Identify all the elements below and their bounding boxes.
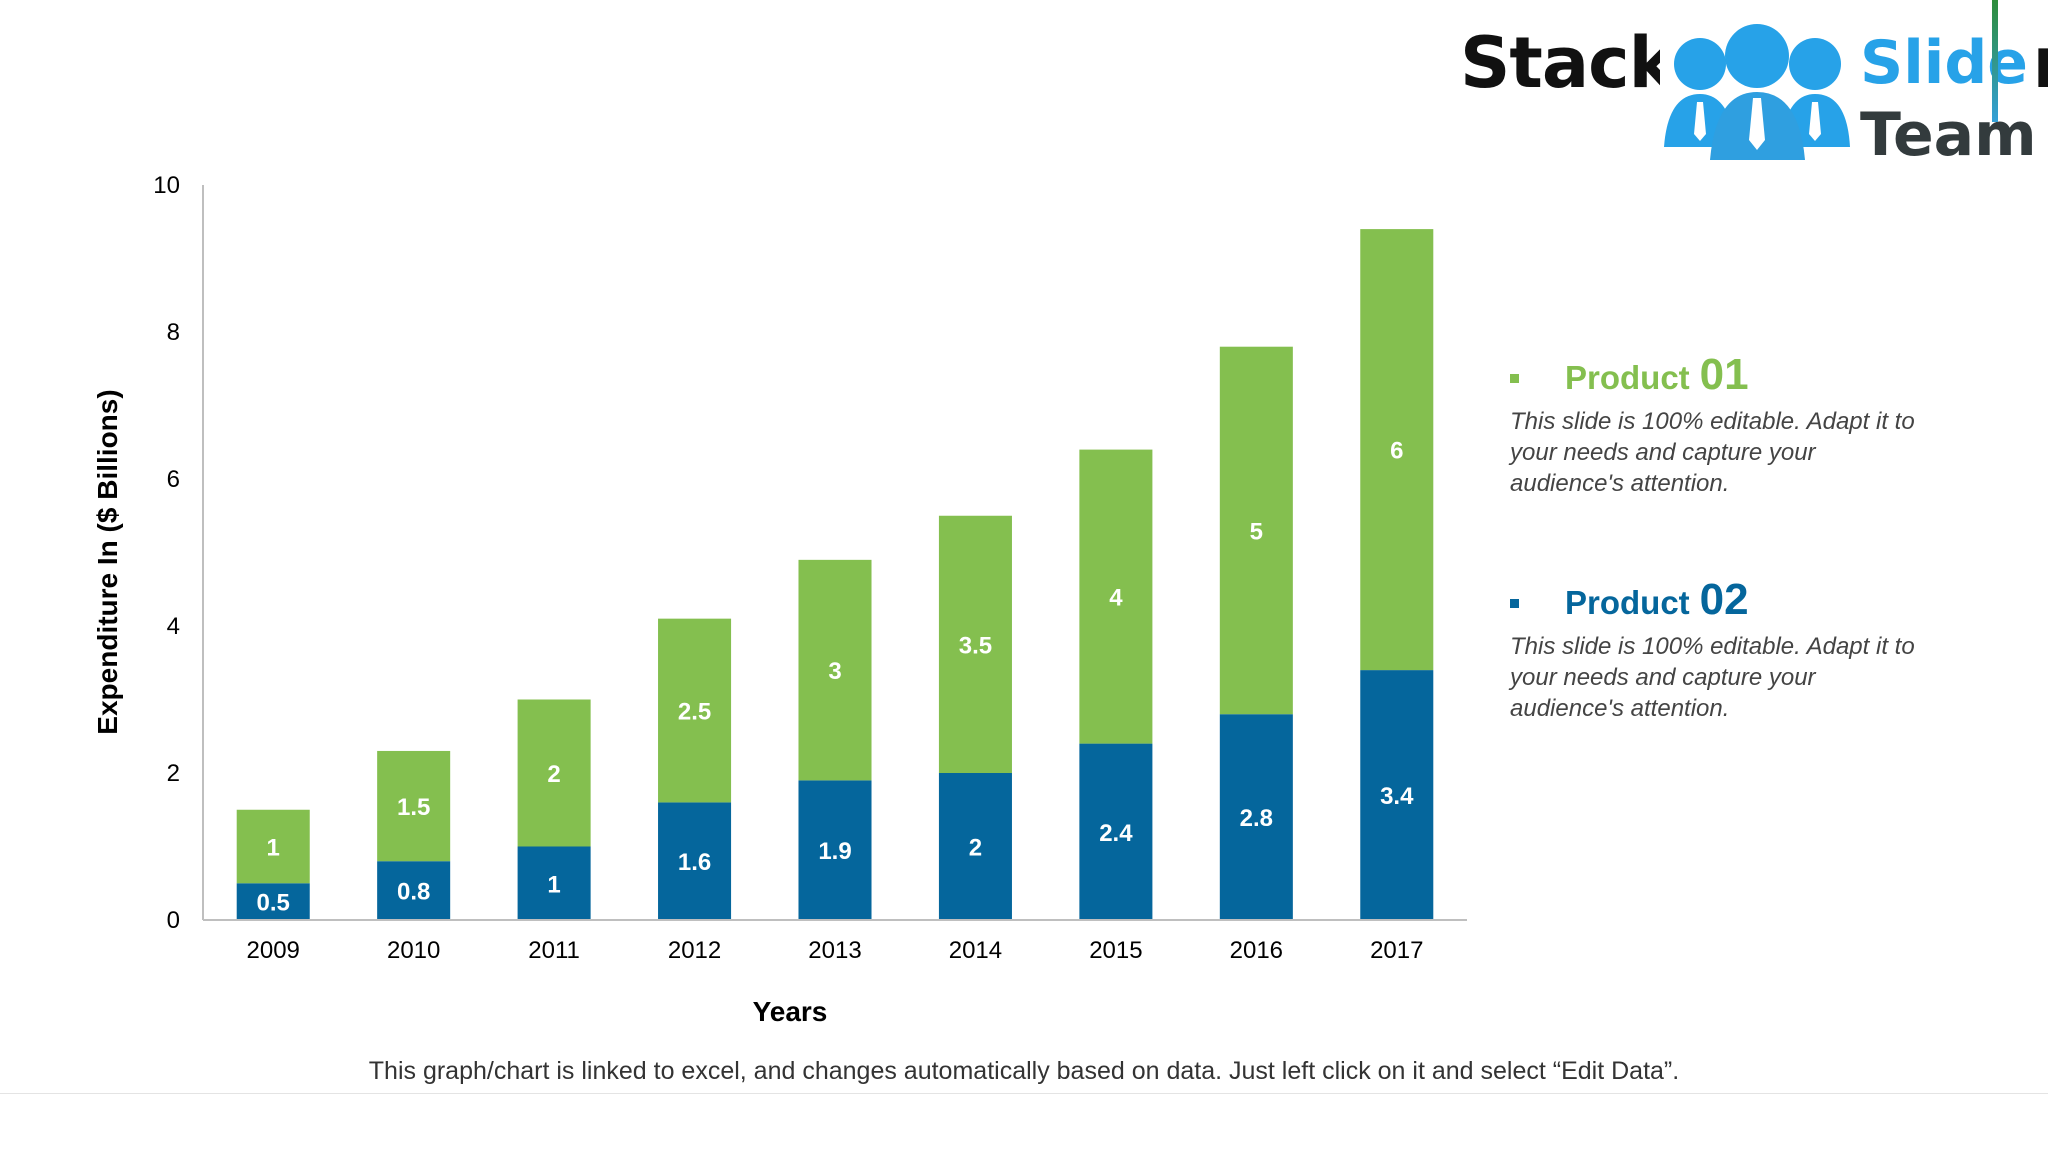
bar-segment-2013-series-2[interactable] [798,559,872,781]
bar-segment-2014-series-1[interactable] [938,773,1012,920]
x-tick-label-2016: 2016 [1230,937,1283,964]
bar-segment-2017-series-2[interactable] [1360,229,1434,671]
x-tick-label-2010: 2010 [387,937,440,964]
data-label-2017-series-2: 6 [1390,438,1403,465]
x-tick-label-2013: 2013 [808,937,861,964]
data-label-2017-series-1: 3.4 [1380,783,1414,810]
bar-segment-2013-series-1[interactable] [798,780,872,920]
data-label-2013-series-2: 3 [828,658,841,685]
bar-segment-2010-series-1[interactable] [377,861,451,920]
slideteam-logo: Slide Team [1660,0,2037,175]
data-label-2011-series-1: 1 [547,871,560,898]
y-tick-label-10: 10 [153,172,180,199]
data-label-2015-series-2: 4 [1109,585,1123,612]
legend-label: Product [1565,584,1690,621]
legend-item-product-02[interactable]: Product 02 This slide is 100% editable. … [1510,575,1930,724]
footer-divider [0,1093,2048,1094]
footnote: This graph/chart is linked to excel, and… [368,1057,1680,1085]
x-tick-label-2014: 2014 [949,937,1002,964]
data-label-2013-series-1: 1.9 [818,838,851,865]
legend-description: This slide is 100% editable. Adapt it to… [1510,633,1915,722]
bar-segment-2017-series-1[interactable] [1360,670,1434,920]
legend-number: 01 [1699,350,1749,399]
legend-label: Product [1565,359,1690,396]
data-label-2009-series-1: 0.5 [257,890,290,917]
data-label-2010-series-2: 1.5 [397,794,430,821]
people-icon [1664,24,1850,160]
x-tick-label-2011: 2011 [528,937,580,964]
bar-segment-2011-series-2[interactable] [517,699,591,847]
legend-item-product-01[interactable]: Product 01 This slide is 100% editable. … [1510,350,1930,499]
logo-wordmark-slide: Slide [1860,28,2028,98]
x-axis-title: Years [753,996,828,1027]
y-tick-label-0: 0 [167,907,180,934]
logo-wordmark-team: Team [1860,100,2037,170]
bar-segment-2009-series-1[interactable] [236,883,310,920]
legend-bullet-product-01 [1510,374,1519,383]
bar-segment-2012-series-2[interactable] [658,618,732,803]
bar-segment-2009-series-2[interactable] [236,809,310,884]
data-label-2016-series-2: 5 [1250,518,1263,545]
legend-bullet-product-02 [1510,599,1519,608]
logo-accent-bar [1992,0,1998,122]
bars-layer [236,229,1434,921]
data-label-2010-series-1: 0.8 [397,879,430,906]
data-label-2009-series-2: 1 [267,835,280,862]
data-label-2014-series-1: 2 [969,835,982,862]
bar-segment-2010-series-2[interactable] [377,750,451,862]
bar-segment-2016-series-2[interactable] [1219,346,1293,715]
y-tick-label-6: 6 [167,466,180,493]
bar-segment-2011-series-1[interactable] [517,846,591,921]
x-tick-label-2009: 2009 [247,937,300,964]
x-tick-label-2012: 2012 [668,937,721,964]
bar-segment-2014-series-2[interactable] [938,515,1012,773]
legend-description: This slide is 100% editable. Adapt it to… [1510,408,1915,497]
y-tick-label-4: 4 [167,613,180,640]
legend-number: 02 [1699,575,1749,624]
bar-segment-2015-series-2[interactable] [1079,449,1153,744]
x-tick-label-2015: 2015 [1089,937,1142,964]
y-tick-label-8: 8 [167,319,180,346]
data-label-2016-series-1: 2.8 [1240,805,1273,832]
x-tick-label-2017: 2017 [1370,937,1423,964]
bar-segment-2016-series-1[interactable] [1219,714,1293,920]
bar-segment-2015-series-1[interactable] [1079,743,1153,920]
data-label-2015-series-1: 2.4 [1099,820,1133,847]
data-label-2011-series-2: 2 [547,761,560,788]
labels-layer: 0.5120090.81.520101220111.62.520121.9320… [153,172,1423,964]
data-label-2012-series-1: 1.6 [678,849,711,876]
y-tick-label-2: 2 [167,760,180,787]
data-label-2014-series-2: 3.5 [959,632,992,659]
y-axis-title: Expenditure In ($ Billions) [92,389,123,734]
bar-segment-2012-series-1[interactable] [658,802,732,920]
data-label-2012-series-2: 2.5 [678,699,711,726]
